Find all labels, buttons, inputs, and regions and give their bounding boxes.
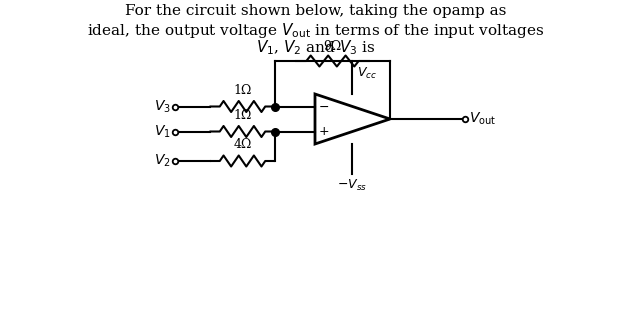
Text: 4Ω: 4Ω (234, 138, 252, 151)
Text: 9Ω: 9Ω (323, 40, 342, 53)
Text: For the circuit shown below, taking the opamp as: For the circuit shown below, taking the … (125, 4, 506, 18)
Text: $V_2$: $V_2$ (154, 153, 171, 169)
Text: 1Ω: 1Ω (234, 83, 252, 96)
Text: ideal, the output voltage $V_{\mathrm{out}}$ in terms of the input voltages: ideal, the output voltage $V_{\mathrm{ou… (87, 21, 544, 40)
Text: $V_1$: $V_1$ (154, 123, 171, 140)
Text: $V_3$: $V_3$ (154, 98, 171, 115)
Text: $-$: $-$ (318, 100, 330, 113)
Text: 1Ω: 1Ω (234, 108, 252, 121)
Text: $V_{\mathrm{out}}$: $V_{\mathrm{out}}$ (469, 111, 496, 127)
Text: $V_1$, $V_2$ and $V_3$ is: $V_1$, $V_2$ and $V_3$ is (256, 38, 376, 57)
Text: $V_{cc}$: $V_{cc}$ (357, 66, 377, 81)
Text: $-V_{ss}$: $-V_{ss}$ (337, 178, 367, 193)
Text: $+$: $+$ (318, 125, 330, 138)
